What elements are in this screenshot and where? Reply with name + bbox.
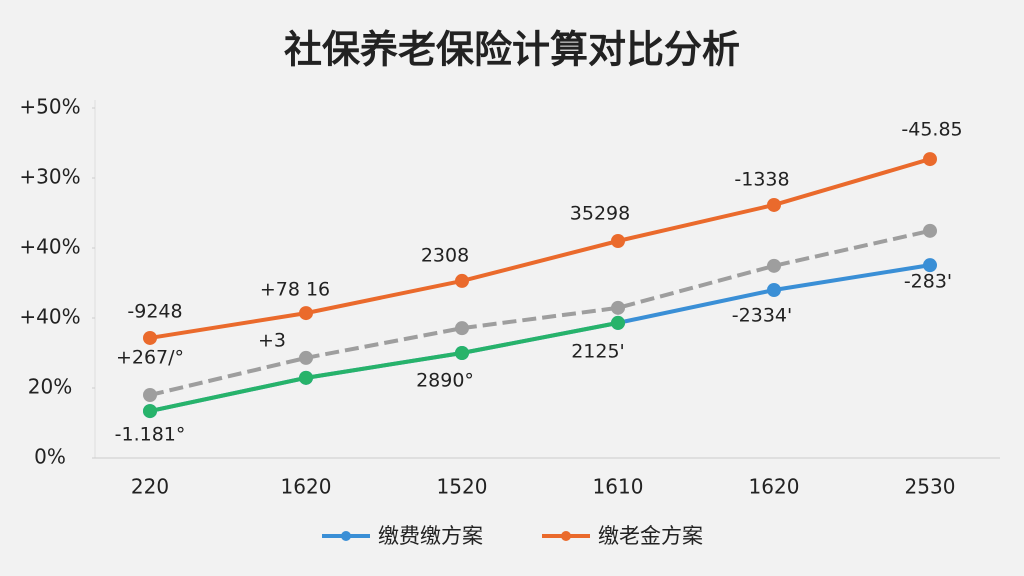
data-label: 2890° [416, 370, 474, 392]
data-label: -283' [904, 271, 952, 293]
point [143, 330, 157, 345]
point [611, 315, 625, 330]
data-label: -45.85 [901, 119, 962, 141]
y-tick-label: 0% [34, 445, 66, 469]
point [455, 321, 469, 336]
data-label: 35298 [570, 203, 630, 225]
point [767, 197, 781, 212]
y-tick-label: 20% [28, 375, 72, 399]
x-tick-label: 1520 [437, 475, 488, 499]
legend-marker [561, 531, 571, 541]
data-label: -9248 [127, 301, 182, 323]
x-tick-label: 1620 [281, 475, 332, 499]
point [143, 388, 157, 402]
data-label: -1.181° [115, 424, 186, 446]
point [299, 306, 313, 321]
x-tick-label: 220 [131, 475, 169, 499]
y-tick-label: +40% [19, 235, 80, 259]
chart-title: 社保养老保险计算对比分析 [284, 28, 740, 72]
point [923, 152, 937, 167]
y-tick-label: +50% [19, 95, 80, 119]
legend-label: 缴老金方案 [598, 524, 703, 548]
point [299, 370, 313, 385]
point [143, 404, 157, 419]
data-label: +267/° [116, 347, 184, 369]
series-line [149, 157, 931, 340]
y-tick-label: +30% [19, 165, 80, 189]
legend-marker [341, 531, 351, 541]
data-label: -2334' [732, 305, 792, 327]
data-label: +78 16 [260, 279, 330, 301]
point [299, 350, 313, 365]
point [455, 346, 469, 360]
data-label: 2125' [571, 341, 625, 363]
series-line [149, 320, 619, 414]
data-label: +3 [258, 330, 286, 352]
series-line [149, 228, 931, 397]
point [767, 258, 781, 273]
y-tick-label: +40% [19, 305, 80, 329]
point [455, 273, 469, 288]
x-tick-label: 2530 [905, 475, 956, 499]
point [923, 223, 937, 238]
data-label: 2308 [421, 245, 469, 267]
point [923, 258, 937, 273]
x-tick-label: 1620 [749, 475, 800, 499]
point [767, 283, 781, 297]
x-tick-label: 1610 [593, 475, 644, 499]
data-label: -1338 [734, 169, 789, 191]
point [611, 300, 625, 315]
legend-label: 缴费缴方案 [378, 524, 483, 548]
point [611, 234, 625, 248]
